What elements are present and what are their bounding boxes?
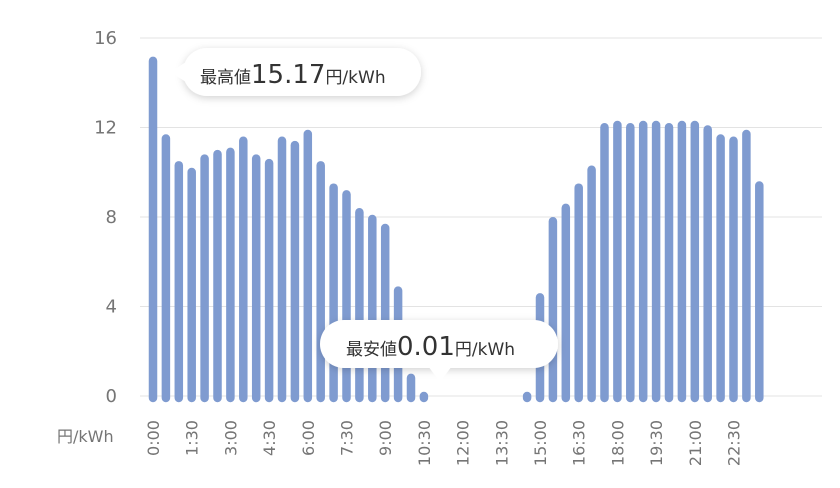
x-tick-label: 16:30 xyxy=(570,420,589,466)
x-axis-ticks: 0:00 1:30 3:00 4:30 6:00 7:30 9:00 10:30 12:00 13… xyxy=(144,420,744,466)
max-callout-value: 15.17 xyxy=(251,60,325,90)
y-tick-label: 16 xyxy=(94,28,117,49)
max-callout-box xyxy=(183,48,421,96)
x-tick-label: 12:00 xyxy=(454,420,473,466)
min-callout-box xyxy=(320,320,558,368)
x-tick-label: 19:30 xyxy=(647,420,666,466)
x-tick-label: 4:30 xyxy=(260,420,279,456)
y-tick-label: 8 xyxy=(106,207,117,228)
x-tick-label: 0:00 xyxy=(144,420,163,456)
x-tick-label: 3:00 xyxy=(221,420,240,456)
max-callout-label: 最高値 xyxy=(200,68,251,88)
y-axis-unit-label: 円/kWh xyxy=(57,427,114,446)
min-callout-label: 最安値 xyxy=(346,340,397,360)
x-tick-label: 9:00 xyxy=(376,420,395,456)
max-callout-unit: 円/kWh xyxy=(325,68,385,88)
y-axis-ticks: 0 4 8 12 16 xyxy=(94,28,117,407)
min-callout-unit: 円/kWh xyxy=(455,340,515,360)
x-tick-label: 1:30 xyxy=(183,420,202,456)
x-tick-label: 6:00 xyxy=(299,420,318,456)
y-tick-label: 12 xyxy=(94,118,117,139)
x-tick-label: 21:00 xyxy=(686,420,705,466)
min-callout-pointer xyxy=(428,366,452,382)
max-callout-text: 最高値15.17円/kWh xyxy=(200,60,386,90)
min-callout-value: 0.01 xyxy=(397,332,455,362)
y-tick-label: 0 xyxy=(106,386,117,407)
min-price-callout: 最安値0.01円/kWh xyxy=(320,320,558,382)
x-tick-label: 13:30 xyxy=(492,420,511,466)
max-price-callout: 最高値15.17円/kWh xyxy=(170,48,421,96)
x-tick-label: 15:00 xyxy=(531,420,550,466)
x-tick-label: 10:30 xyxy=(415,420,434,466)
x-tick-label: 18:00 xyxy=(608,420,627,466)
x-tick-label: 22:30 xyxy=(725,420,744,466)
x-tick-label: 7:30 xyxy=(338,420,357,456)
y-tick-label: 4 xyxy=(106,297,117,318)
bars xyxy=(148,56,764,403)
min-callout-text: 最安値0.01円/kWh xyxy=(346,332,515,362)
max-callout-pointer xyxy=(170,62,186,82)
